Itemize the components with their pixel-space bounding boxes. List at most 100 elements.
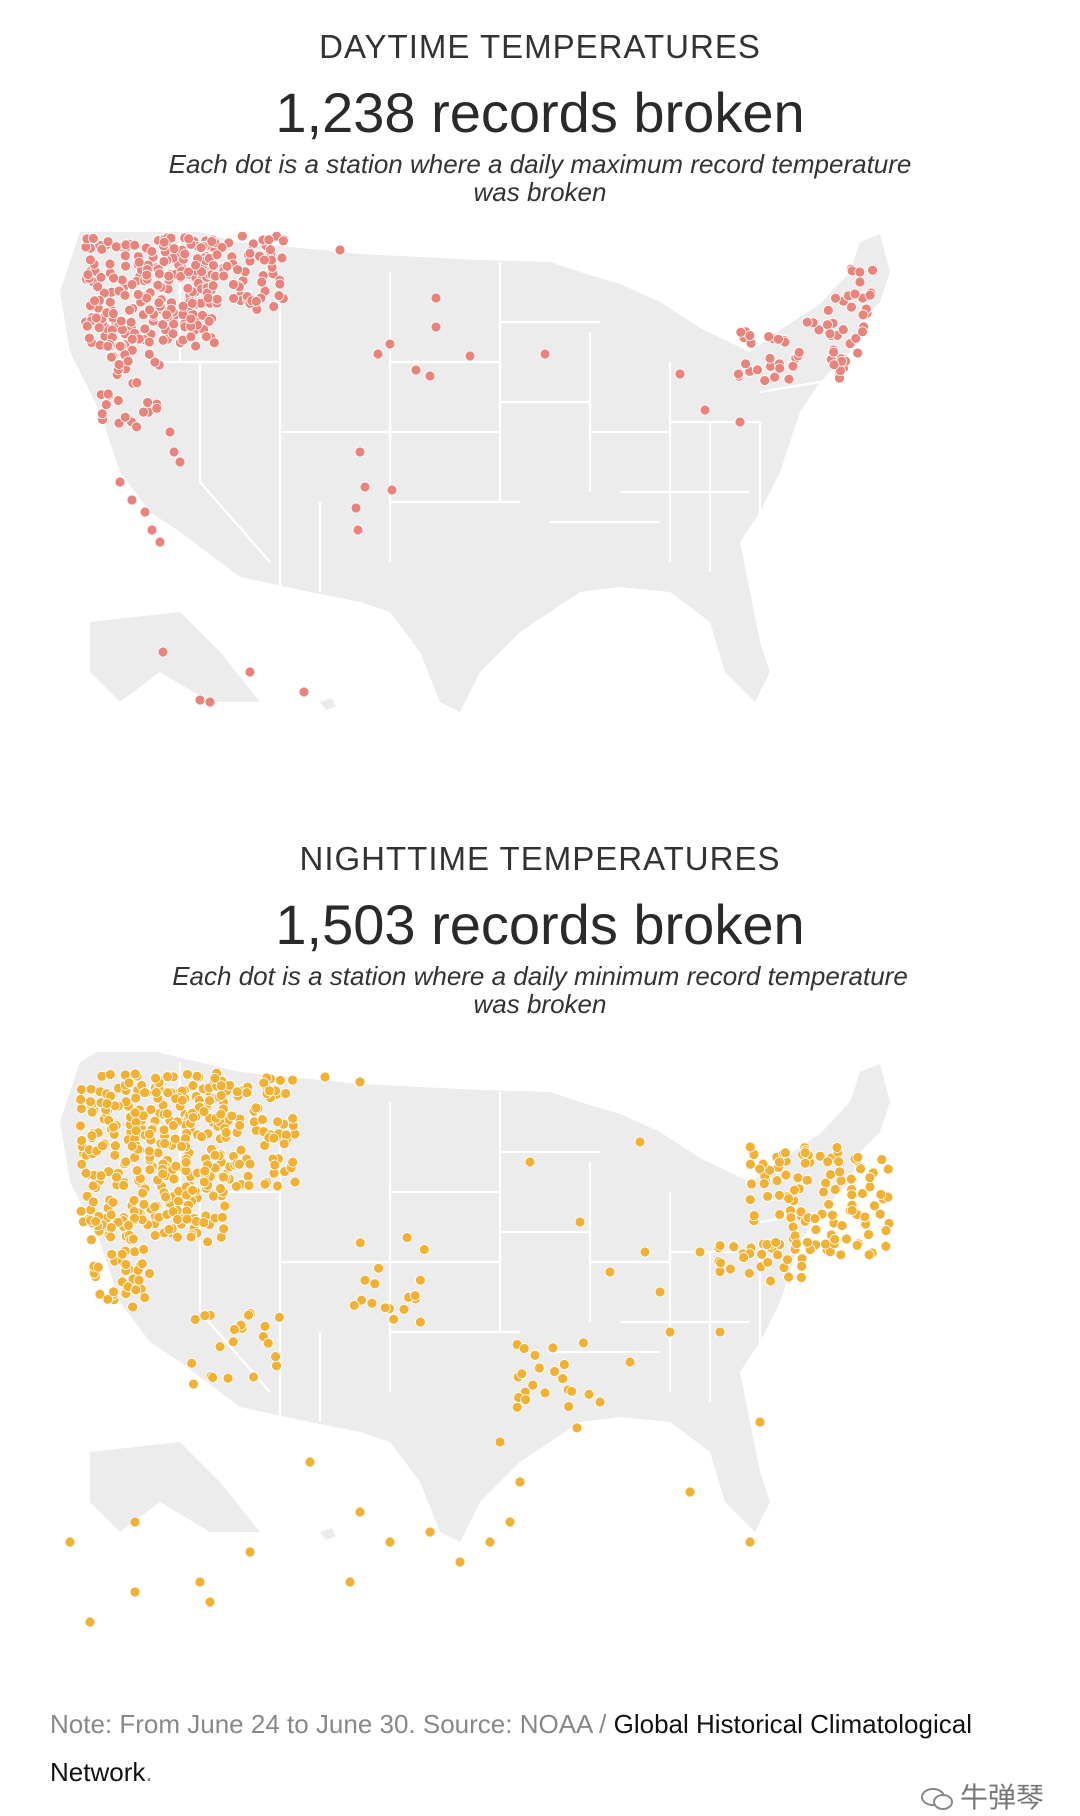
station-dot	[161, 1108, 173, 1120]
station-dot	[504, 1516, 516, 1528]
station-dot	[215, 1108, 227, 1120]
station-dot	[744, 1194, 756, 1206]
station-dot	[827, 1209, 838, 1221]
station-dot	[774, 1209, 786, 1220]
station-dot	[259, 254, 270, 266]
station-dot	[539, 348, 551, 360]
station-dot	[207, 1372, 219, 1383]
station-dot	[269, 1159, 281, 1171]
station-dot	[204, 1596, 216, 1608]
station-dot	[801, 1236, 813, 1248]
station-dot	[664, 1326, 676, 1338]
station-dot	[484, 1536, 496, 1548]
station-dot	[257, 1114, 268, 1125]
nighttime-headline: 1,503 records broken	[275, 893, 805, 956]
station-dot	[207, 260, 219, 271]
station-dot	[289, 1176, 301, 1188]
station-dot	[828, 359, 840, 371]
station-dot	[200, 331, 212, 342]
station-dot	[571, 1422, 583, 1434]
station-dot	[820, 1177, 832, 1189]
station-dot	[874, 1208, 886, 1220]
station-dot	[187, 1080, 199, 1091]
nighttime-kicker: NIGHTTIME TEMPERATURES	[299, 840, 781, 877]
station-dot	[796, 1260, 808, 1272]
station-dot	[773, 333, 784, 345]
station-dot	[715, 1257, 727, 1269]
station-dot	[265, 244, 276, 256]
station-dot	[744, 1141, 756, 1153]
station-dot	[822, 319, 833, 331]
station-dot	[793, 346, 805, 358]
station-dot	[137, 1187, 149, 1199]
station-dot	[168, 446, 180, 458]
daytime-panel: DAYTIME TEMPERATURES 1,238 records broke…	[0, 0, 1080, 830]
contiguous-us-shape	[60, 232, 890, 712]
station-dot	[744, 1536, 756, 1548]
station-dot	[857, 326, 868, 338]
station-dot	[207, 1190, 219, 1202]
station-dot	[139, 1087, 151, 1098]
station-dot	[304, 1456, 316, 1468]
station-dot	[829, 1233, 841, 1245]
station-dot	[875, 1189, 887, 1200]
station-dot	[352, 524, 364, 536]
station-dot	[733, 368, 744, 380]
station-dot	[114, 340, 126, 352]
station-dot	[566, 1386, 578, 1397]
station-dot	[424, 370, 436, 382]
station-dot	[139, 506, 151, 518]
station-dot	[813, 324, 825, 336]
station-dot	[144, 1164, 156, 1176]
station-dot	[414, 1274, 426, 1286]
station-dot	[102, 388, 114, 400]
station-dot	[857, 309, 869, 321]
station-dot	[379, 1302, 391, 1314]
station-dot	[102, 1293, 114, 1305]
source-link[interactable]: Global Historical Climatological Network	[50, 1709, 972, 1787]
station-dot	[215, 1183, 226, 1194]
station-dot	[150, 1087, 162, 1098]
station-dot	[215, 1080, 227, 1092]
station-dot	[143, 336, 155, 348]
station-dot	[855, 1163, 866, 1175]
station-dot	[783, 373, 795, 385]
station-dot	[829, 1184, 841, 1195]
station-dot	[863, 1249, 875, 1261]
station-dot	[809, 1213, 821, 1224]
station-dot	[810, 1224, 822, 1236]
station-dot	[557, 1373, 569, 1384]
station-dot	[791, 1238, 802, 1250]
station-dot	[354, 1506, 366, 1518]
station-dot	[186, 1357, 198, 1369]
station-dot	[773, 1189, 785, 1201]
station-dot	[263, 1085, 275, 1097]
station-dot	[574, 1216, 586, 1228]
station-dot	[514, 1476, 526, 1488]
station-dot	[75, 1103, 87, 1115]
station-dot	[864, 289, 876, 301]
station-dot	[206, 236, 218, 247]
station-dot	[430, 292, 442, 304]
station-dot	[549, 1366, 560, 1377]
station-dot	[219, 1200, 231, 1212]
station-dot	[149, 356, 161, 368]
hawaii-shape	[320, 698, 336, 710]
station-dot	[187, 1184, 199, 1196]
station-dot	[158, 1124, 170, 1136]
station-dot	[764, 352, 776, 364]
watermark: 牛弹琴	[920, 1776, 1044, 1816]
station-dot	[263, 234, 275, 246]
station-dot	[854, 276, 866, 288]
station-dot	[354, 1237, 366, 1249]
station-dot	[189, 1314, 201, 1325]
contiguous-us-shape	[60, 1052, 890, 1542]
station-dot	[114, 476, 126, 488]
us-land	[60, 232, 890, 712]
station-dot	[130, 1284, 142, 1296]
station-dot	[138, 1198, 150, 1210]
station-dot	[127, 1301, 139, 1313]
station-dot	[181, 1213, 193, 1225]
station-dot	[123, 1077, 135, 1089]
station-dot	[229, 1324, 240, 1335]
